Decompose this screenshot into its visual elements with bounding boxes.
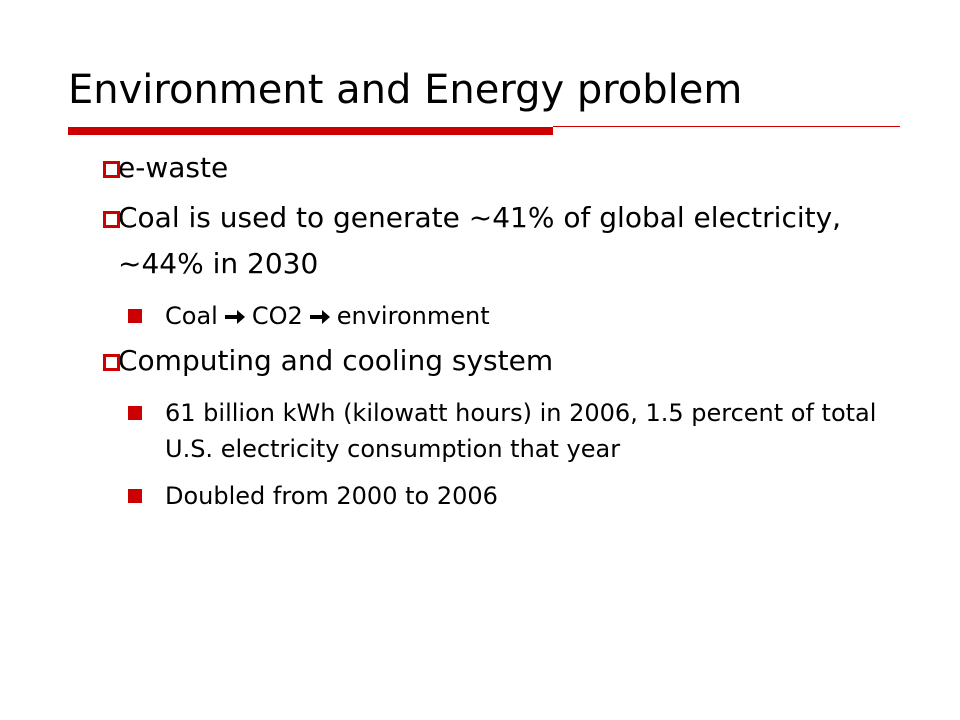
bullet: Computing and cooling system	[0, 338, 888, 384]
sub-bullet-text: environment	[336, 302, 490, 330]
bullet: e-waste	[0, 145, 888, 191]
sub-bullet: Coal CO2 environment	[0, 298, 890, 334]
sub-bullet: 61 billion kWh (kilowatt hours) in 2006,…	[0, 395, 890, 467]
sub-list: Coal CO2 environment	[0, 298, 960, 334]
sub-bullet-text: CO2	[251, 302, 303, 330]
sub-list: 61 billion kWh (kilowatt hours) in 2006,…	[0, 395, 960, 514]
bullet-list: e-waste Coal is used to generate ~41% of …	[0, 145, 960, 518]
sub-bullet-square	[128, 489, 142, 503]
bullet-text: Computing and cooling system	[118, 344, 554, 377]
bullet-text: e-waste	[118, 151, 229, 184]
bullet-box	[103, 211, 120, 228]
arrow-icon	[309, 310, 330, 324]
sub-bullet-square	[128, 406, 142, 420]
sub-bullet-text: Doubled from 2000 to 2006	[165, 482, 498, 510]
arrow-icon	[224, 310, 245, 324]
bullet: Coal is used to generate ~41% of global …	[0, 195, 888, 287]
title-rule-thin	[553, 126, 900, 127]
sub-bullet: Doubled from 2000 to 2006	[0, 478, 890, 514]
title-rule	[68, 127, 553, 135]
bullet-text: Coal is used to generate ~41% of global …	[118, 201, 842, 280]
slide-title: Environment and Energy problem	[68, 67, 743, 113]
sub-bullet-text: 61 billion kWh (kilowatt hours) in 2006,…	[165, 399, 877, 463]
sub-bullet-text: Coal	[165, 302, 218, 330]
bullet-box	[103, 354, 120, 371]
bullet-box	[103, 161, 120, 178]
sub-bullet-square	[128, 309, 142, 323]
